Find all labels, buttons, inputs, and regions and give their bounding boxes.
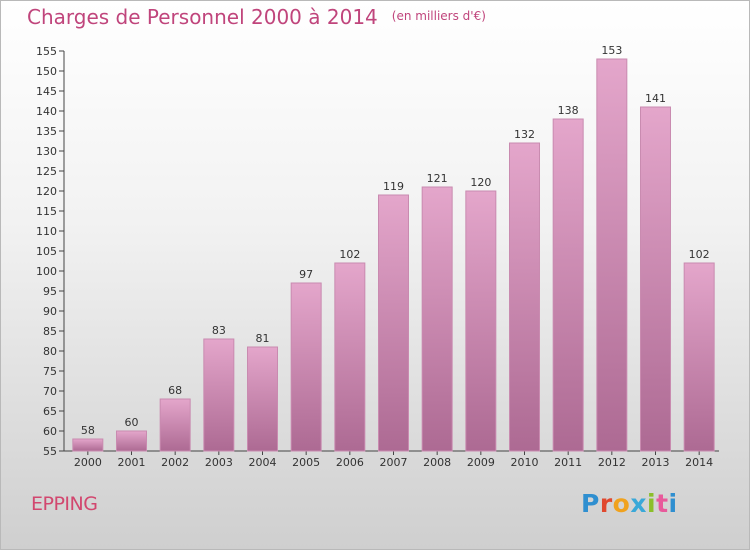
y-tick-label: 135 [36, 125, 57, 138]
data-label-2001: 60 [125, 416, 139, 429]
logo-letter: i [668, 489, 678, 518]
bar-2013 [640, 106, 671, 452]
data-label-2008: 121 [427, 172, 448, 185]
y-tick-label: 60 [43, 425, 57, 438]
y-tick-label: 70 [43, 385, 57, 398]
bar-2005 [290, 282, 322, 452]
data-label-2002: 68 [168, 384, 182, 397]
chart-axes: 55 60 65 70 75 80 85 90 95 100 105 110 115 120 125 130 1… [36, 45, 719, 469]
bar-2000 [72, 438, 104, 452]
y-tick-label: 110 [36, 225, 57, 238]
bar-2008 [421, 186, 453, 452]
x-tick-label: 2012 [598, 456, 626, 469]
y-tick-label: 75 [43, 365, 57, 378]
y-tick-label: 125 [36, 165, 57, 178]
x-tick-label: 2010 [511, 456, 539, 469]
x-tick-label: 2008 [423, 456, 451, 469]
x-tick-label: 2006 [336, 456, 364, 469]
data-label-2005: 97 [299, 268, 313, 281]
logo-letter: r [599, 489, 613, 518]
data-label-2013: 141 [645, 92, 666, 105]
data-label-2010: 132 [514, 128, 535, 141]
y-tick-label: 120 [36, 185, 57, 198]
x-tick-label: 2011 [554, 456, 582, 469]
bar-2011 [552, 118, 584, 452]
y-tick-label: 105 [36, 245, 57, 258]
bar-2003 [203, 338, 235, 452]
x-tick-label: 2005 [292, 456, 320, 469]
x-tick-label: 2014 [685, 456, 713, 469]
logo-letter: P [581, 489, 600, 518]
title-unit: (en milliers d'€) [391, 9, 486, 23]
data-label-2009: 120 [470, 176, 491, 189]
x-tick-label: 2000 [74, 456, 102, 469]
bar-2010 [509, 142, 540, 452]
y-tick-label: 145 [36, 85, 57, 98]
x-tick-label: 2013 [642, 456, 670, 469]
chart-title: Charges de Personnel 2000 à 2014 (en mill… [27, 5, 486, 29]
y-tick-label: 90 [43, 305, 57, 318]
chart-labels: 58 60 68 83 81 97 102 119 121 120 132 138 153 141 102 [81, 44, 710, 437]
y-tick-label: 140 [36, 105, 57, 118]
x-tick-label: 2003 [205, 456, 233, 469]
y-tick-label: 130 [36, 145, 57, 158]
bar-2012 [596, 58, 628, 452]
y-tick-label: 150 [36, 65, 57, 78]
data-label-2003: 83 [212, 324, 226, 337]
y-tick-label: 100 [36, 265, 57, 278]
logo-letter: o [612, 489, 631, 518]
y-tick-label: 55 [43, 445, 57, 458]
bar-2014 [683, 262, 715, 452]
logo-letter: t [656, 489, 669, 518]
data-label-2011: 138 [558, 104, 579, 117]
y-tick-label: 80 [43, 345, 57, 358]
data-label-2006: 102 [339, 248, 360, 261]
title-text: Charges de Personnel 2000 à 2014 [27, 5, 378, 29]
x-tick-label: 2007 [380, 456, 408, 469]
data-label-2012: 153 [601, 44, 622, 57]
y-tick-label: 155 [36, 45, 57, 58]
x-tick-label: 2002 [161, 456, 189, 469]
y-tick-label: 65 [43, 405, 57, 418]
bar-2006 [334, 262, 366, 452]
logo-letter: i [647, 489, 657, 518]
y-tick-label: 115 [36, 205, 57, 218]
logo-letter: x [630, 489, 647, 518]
x-tick-label: 2004 [249, 456, 277, 469]
x-tick-label: 2009 [467, 456, 495, 469]
proxiti-logo[interactable]: Proxiti [581, 489, 678, 518]
bar-2002 [159, 398, 191, 452]
x-tick-label: 2001 [118, 456, 146, 469]
chart-bars [72, 58, 715, 452]
bar-2007 [378, 194, 409, 452]
data-label-2007: 119 [383, 180, 404, 193]
y-tick-label: 85 [43, 325, 57, 338]
commune-name: EPPING [31, 493, 98, 515]
bar-2001 [116, 430, 147, 452]
data-label-2004: 81 [256, 332, 270, 345]
y-tick-label: 95 [43, 285, 57, 298]
data-label-2014: 102 [689, 248, 710, 261]
data-label-2000: 58 [81, 424, 95, 437]
bar-2009 [465, 190, 497, 452]
bar-2004 [247, 346, 278, 452]
